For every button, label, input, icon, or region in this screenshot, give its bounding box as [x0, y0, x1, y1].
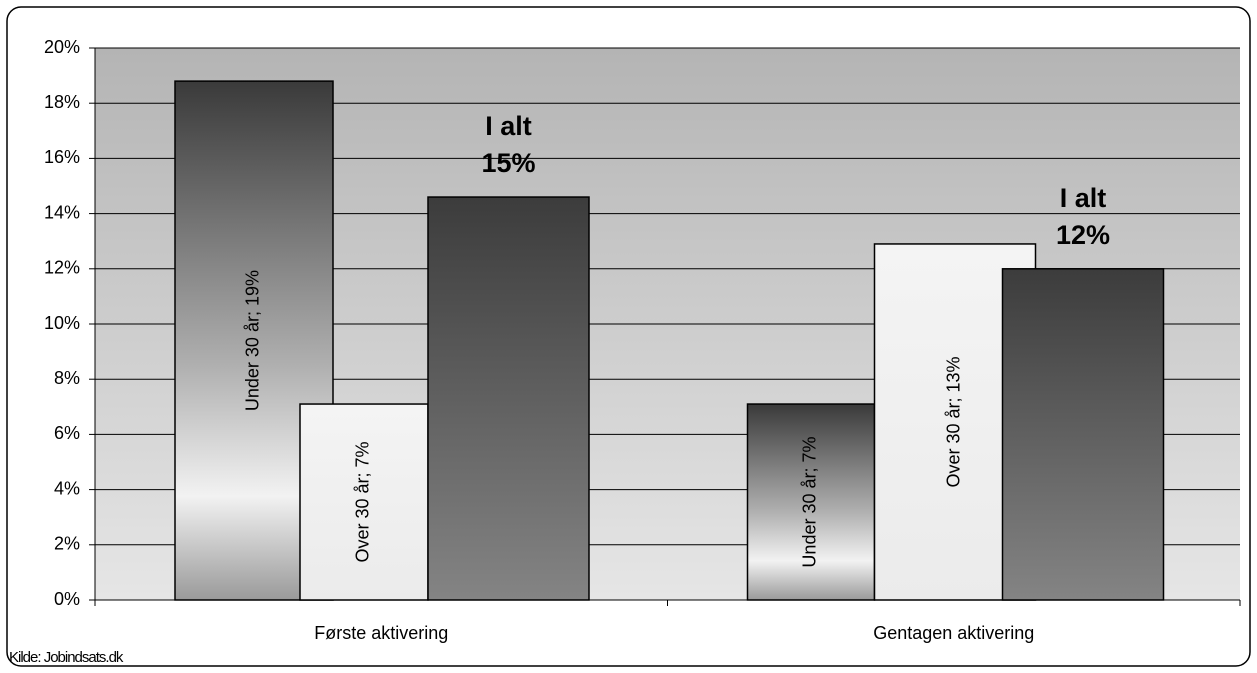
y-tick-label: 2% — [54, 534, 80, 554]
source: Kilde: Jobindsats.dk — [9, 649, 124, 666]
value-label: Under 30 år; 19% — [243, 270, 263, 411]
series-label: I alt — [1060, 183, 1107, 213]
value-label: 12% — [1056, 220, 1110, 250]
y-tick-label: 16% — [44, 147, 80, 167]
bar — [1001, 268, 1165, 601]
y-tick-label: 20% — [44, 37, 80, 57]
y-tick-label: 8% — [54, 368, 80, 388]
value-label: Under 30 år; 7% — [800, 436, 820, 567]
value-label: Over 30 år; 13% — [944, 356, 964, 487]
bar — [299, 403, 429, 601]
y-tick-label: 6% — [54, 423, 80, 443]
x-tick-label: Første aktivering — [314, 623, 448, 643]
y-tick-label: 14% — [44, 202, 80, 222]
y-tick-label: 10% — [44, 313, 80, 333]
y-tick-label: 12% — [44, 258, 80, 278]
value-label: Over 30 år; 7% — [353, 441, 373, 562]
y-tick-label: 0% — [54, 589, 80, 609]
y-tick-label: 18% — [44, 92, 80, 112]
series-label: I alt — [485, 111, 532, 141]
value-label: 15% — [481, 148, 535, 178]
y-tick-label: 4% — [54, 478, 80, 498]
bar — [427, 196, 590, 601]
x-tick-label: Gentagen aktivering — [873, 623, 1034, 643]
